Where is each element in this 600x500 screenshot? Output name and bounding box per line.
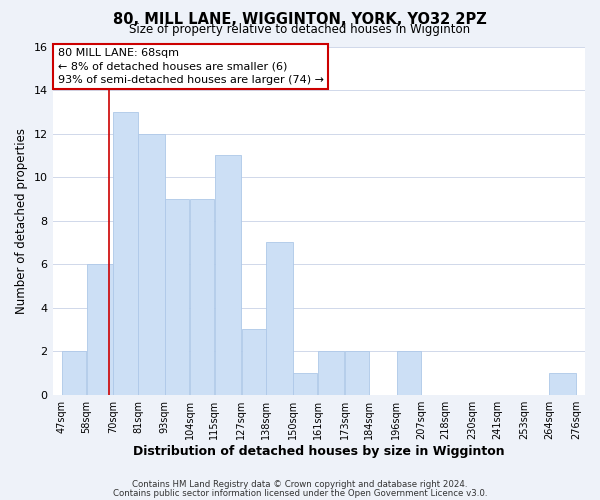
Bar [165,199,190,394]
Text: Contains HM Land Registry data © Crown copyright and database right 2024.: Contains HM Land Registry data © Crown c… [132,480,468,489]
Bar [550,373,576,394]
Bar [242,330,266,394]
Bar [266,242,293,394]
Text: 80 MILL LANE: 68sqm
← 8% of detached houses are smaller (6)
93% of semi-detached: 80 MILL LANE: 68sqm ← 8% of detached hou… [58,48,324,84]
Bar [62,351,86,395]
Bar [293,373,317,394]
Bar [86,264,113,394]
Bar [318,351,344,395]
Bar [190,199,214,394]
Bar [138,134,164,394]
Y-axis label: Number of detached properties: Number of detached properties [15,128,28,314]
Text: Size of property relative to detached houses in Wigginton: Size of property relative to detached ho… [130,22,470,36]
Bar [113,112,137,395]
X-axis label: Distribution of detached houses by size in Wigginton: Distribution of detached houses by size … [133,444,505,458]
Text: Contains public sector information licensed under the Open Government Licence v3: Contains public sector information licen… [113,488,487,498]
Bar [345,351,369,395]
Bar [215,156,241,394]
Text: 80, MILL LANE, WIGGINTON, YORK, YO32 2PZ: 80, MILL LANE, WIGGINTON, YORK, YO32 2PZ [113,12,487,26]
Bar [397,351,421,395]
